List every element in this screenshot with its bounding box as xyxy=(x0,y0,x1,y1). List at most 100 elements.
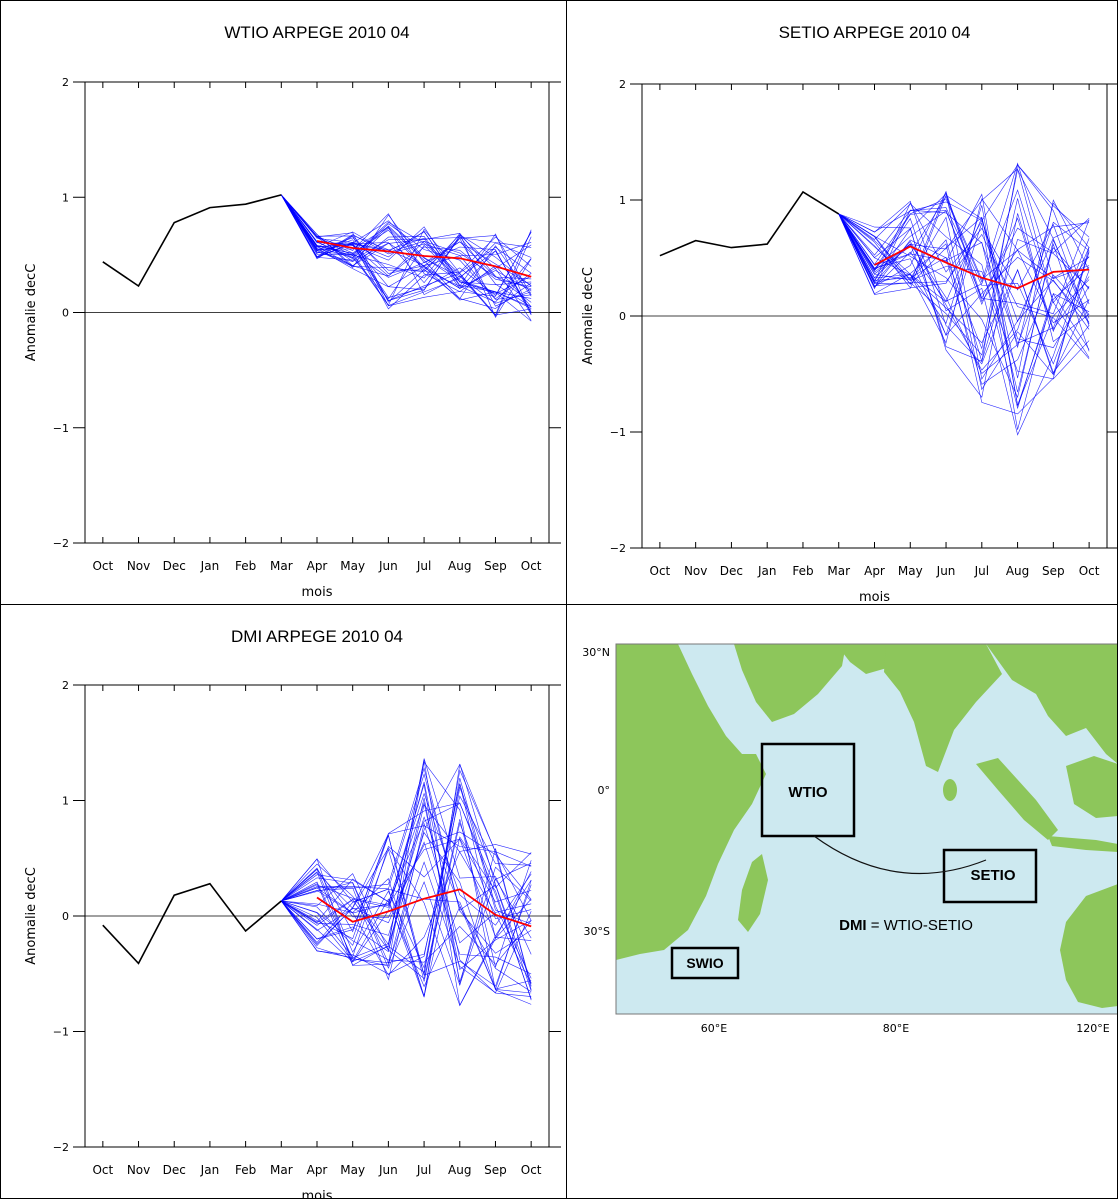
x-tick-label: Dec xyxy=(163,559,186,573)
x-tick-label: Nov xyxy=(684,564,707,578)
x-tick-label: Jun xyxy=(936,564,956,578)
region-label-setio: SETIO xyxy=(970,867,1015,884)
x-tick-label: Dec xyxy=(720,564,743,578)
x-tick-label: Jul xyxy=(416,559,431,573)
lat-label-0: 0° xyxy=(598,784,611,797)
ensemble-members xyxy=(281,194,532,322)
region-label-wtio: WTIO xyxy=(788,784,827,801)
x-tick-label: Aug xyxy=(448,559,471,573)
x-tick-label: Mar xyxy=(827,564,850,578)
ensemble-member-line xyxy=(838,213,1090,363)
y-tick-label: 1 xyxy=(62,795,69,808)
x-tick-label: Jul xyxy=(416,1163,431,1177)
map-land-sri-lanka xyxy=(943,779,957,801)
ensemble-member-line xyxy=(838,203,1090,410)
x-tick-label: Feb xyxy=(235,1163,256,1177)
ensemble-member-line xyxy=(281,194,532,307)
x-tick-label: Apr xyxy=(864,564,885,578)
x-tick-label: Jan xyxy=(200,559,220,573)
lon-label-120e: 120°E xyxy=(1076,1022,1109,1035)
region-label-swio: SWIO xyxy=(686,955,723,971)
observed-line xyxy=(102,194,282,288)
y-tick-label: −1 xyxy=(53,1026,69,1039)
lon-label-80e: 80°E xyxy=(883,1022,909,1035)
x-tick-label: Oct xyxy=(92,1163,113,1177)
y-tick-label: −2 xyxy=(53,537,69,550)
x-tick-label: Feb xyxy=(792,564,813,578)
x-tick-label: Apr xyxy=(307,1163,328,1177)
setio-chart: SETIO ARPEGE 2010 04 Oct Nov Dec Jan Feb Mar Ap… xyxy=(581,23,1118,604)
y-axis-label: Anomalie decC xyxy=(24,264,39,362)
x-axis-label: mois xyxy=(859,590,890,604)
x-tick-label: Mar xyxy=(270,1163,293,1177)
y-axis-label: Anomalie decC xyxy=(581,267,596,365)
x-tick-label: Jun xyxy=(378,1163,398,1177)
x-tick-label: Oct xyxy=(92,559,113,573)
x-tick-label: Oct xyxy=(521,559,542,573)
x-tick-label: Dec xyxy=(163,1163,186,1177)
x-tick-label: Oct xyxy=(1079,564,1100,578)
ensemble-member-line xyxy=(281,784,532,1007)
x-tick-label: Nov xyxy=(127,1163,150,1177)
y-tick-label: −1 xyxy=(53,422,69,435)
y-tick-label: 0 xyxy=(619,310,626,323)
x-tick-label: Feb xyxy=(235,559,256,573)
wtio-chart: WTIO ARPEGE 2010 04 Oct Nov Dec Jan Feb Mar Apr… xyxy=(24,23,561,600)
ensemble-members xyxy=(838,162,1090,436)
x-tick-label: Jul xyxy=(974,564,989,578)
ensemble-member-line xyxy=(281,194,532,308)
ensemble-member-line xyxy=(281,194,532,309)
panel-map: WTIO SETIO SWIO DMI = WTIO-SETIO 30°N 0°… xyxy=(566,604,1118,1199)
ensemble-member-line xyxy=(838,198,1090,356)
x-tick-label: Mar xyxy=(270,559,293,573)
y-tick-label: 2 xyxy=(62,679,69,692)
x-tick-label: May xyxy=(340,1163,365,1177)
y-tick-label: 2 xyxy=(62,76,69,89)
lat-label-30n: 30°N xyxy=(582,646,610,659)
panel-wtio: WTIO ARPEGE 2010 04 Oct Nov Dec Jan Feb Mar Apr… xyxy=(0,0,566,604)
x-tick-label: Jun xyxy=(378,559,398,573)
panel-dmi: DMI ARPEGE 2010 04 Oct Nov Dec Jan Feb Mar Apr M… xyxy=(0,604,566,1199)
indian-ocean-map: WTIO SETIO SWIO DMI = WTIO-SETIO 30°N 0°… xyxy=(582,643,1118,1035)
dmi-formula: DMI = WTIO-SETIO xyxy=(839,917,973,934)
lon-label-60e: 60°E xyxy=(701,1022,727,1035)
y-tick-label: 1 xyxy=(62,191,69,204)
x-tick-label: Oct xyxy=(650,564,671,578)
y-tick-label: 1 xyxy=(619,194,626,207)
x-tick-label: Aug xyxy=(1006,564,1029,578)
dmi-chart: DMI ARPEGE 2010 04 Oct Nov Dec Jan Feb Mar Apr M… xyxy=(24,627,561,1199)
x-tick-label: Nov xyxy=(127,559,150,573)
y-tick-label: −1 xyxy=(610,426,626,439)
ensemble-member-line xyxy=(281,848,532,990)
ensemble-member-line xyxy=(281,874,532,993)
x-tick-label: Oct xyxy=(521,1163,542,1177)
chart-title: DMI ARPEGE 2010 04 xyxy=(231,627,403,646)
x-tick-label: May xyxy=(898,564,923,578)
x-axis-label: mois xyxy=(301,585,332,600)
y-axis-label: Anomalie decC xyxy=(24,867,39,965)
observed-line xyxy=(659,190,840,257)
ensemble-member-line xyxy=(281,767,532,991)
chart-title: SETIO ARPEGE 2010 04 xyxy=(779,23,971,42)
chart-title: WTIO ARPEGE 2010 04 xyxy=(224,23,409,42)
observed-line xyxy=(102,882,282,965)
y-tick-label: 2 xyxy=(619,78,626,91)
x-tick-label: Sep xyxy=(484,1163,507,1177)
x-tick-label: Apr xyxy=(307,559,328,573)
ensemble-members xyxy=(281,758,532,1007)
y-tick-label: 0 xyxy=(62,307,69,320)
x-tick-label: May xyxy=(340,559,365,573)
x-tick-label: Sep xyxy=(1042,564,1065,578)
x-tick-label: Sep xyxy=(484,559,507,573)
y-tick-label: 0 xyxy=(62,910,69,923)
panel-setio: SETIO ARPEGE 2010 04 Oct Nov Dec Jan Feb Mar Ap… xyxy=(566,0,1118,604)
lat-label-30s: 30°S xyxy=(584,925,610,938)
x-tick-label: Jan xyxy=(200,1163,220,1177)
x-tick-label: Jan xyxy=(757,564,777,578)
y-tick-label: −2 xyxy=(610,542,626,555)
ensemble-member-line xyxy=(281,194,532,308)
x-tick-label: Aug xyxy=(448,1163,471,1177)
x-axis-label: mois xyxy=(301,1189,332,1199)
ensemble-member-line xyxy=(838,200,1090,436)
